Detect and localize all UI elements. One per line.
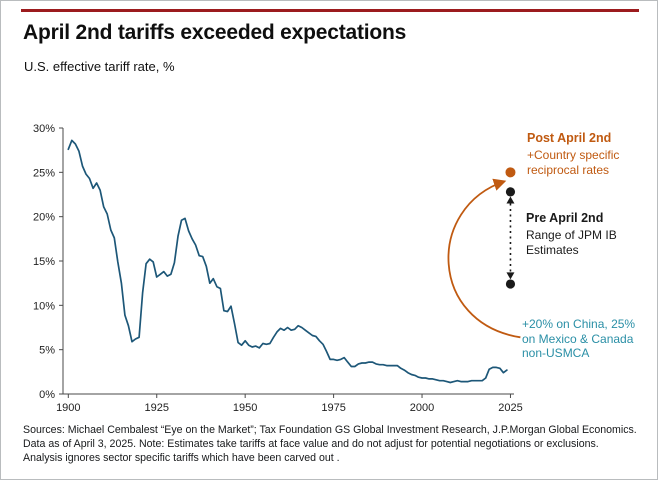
source-note: Sources: Michael Cembalest “Eye on the M…	[23, 424, 649, 466]
tariff-line-chart: 0% 5% 10% 15% 20% 25% 30% 1900 1925 1950 1975 2000 2…	[33, 123, 523, 414]
source-line-2: Data as of April 3, 2025. Note: Estimate…	[23, 437, 599, 450]
annotation-post-april-body: +Country specific reciprocal rates	[527, 148, 620, 177]
svg-text:20%: 20%	[33, 212, 55, 224]
chart-subtitle: U.S. effective tariff rate, %	[24, 59, 175, 74]
annotation-pre-april-title: Pre April 2nd	[526, 211, 604, 225]
source-line-1: Sources: Michael Cembalest “Eye on the M…	[23, 424, 637, 436]
svg-text:25%: 25%	[33, 167, 55, 179]
svg-text:2000: 2000	[410, 402, 434, 414]
annotation-pre-april-body: Range of JPM IB Estimates	[526, 228, 617, 257]
svg-text:0%: 0%	[39, 389, 55, 401]
annotation-china-mexico-canada: +20% on China, 25% on Mexico & Canada no…	[522, 317, 636, 361]
svg-text:2025: 2025	[498, 402, 522, 414]
svg-text:1950: 1950	[233, 402, 257, 414]
svg-text:5%: 5%	[39, 345, 55, 357]
accent-rule	[21, 9, 639, 12]
source-line-3: Analysis ignores sector specific tariffs…	[23, 451, 340, 464]
page-title: April 2nd tariffs exceeded expectations	[23, 21, 407, 44]
svg-text:1975: 1975	[321, 402, 345, 414]
svg-text:30%: 30%	[33, 123, 55, 135]
svg-text:15%: 15%	[33, 256, 55, 268]
svg-text:10%: 10%	[33, 300, 55, 312]
annotation-post-april-title: Post April 2nd	[527, 131, 612, 145]
svg-text:1900: 1900	[56, 402, 80, 414]
svg-text:1925: 1925	[144, 402, 168, 414]
chart-area: 0% 5% 10% 15% 20% 25% 30% 1900 1925 1950 1975 2000 2…	[1, 99, 657, 421]
